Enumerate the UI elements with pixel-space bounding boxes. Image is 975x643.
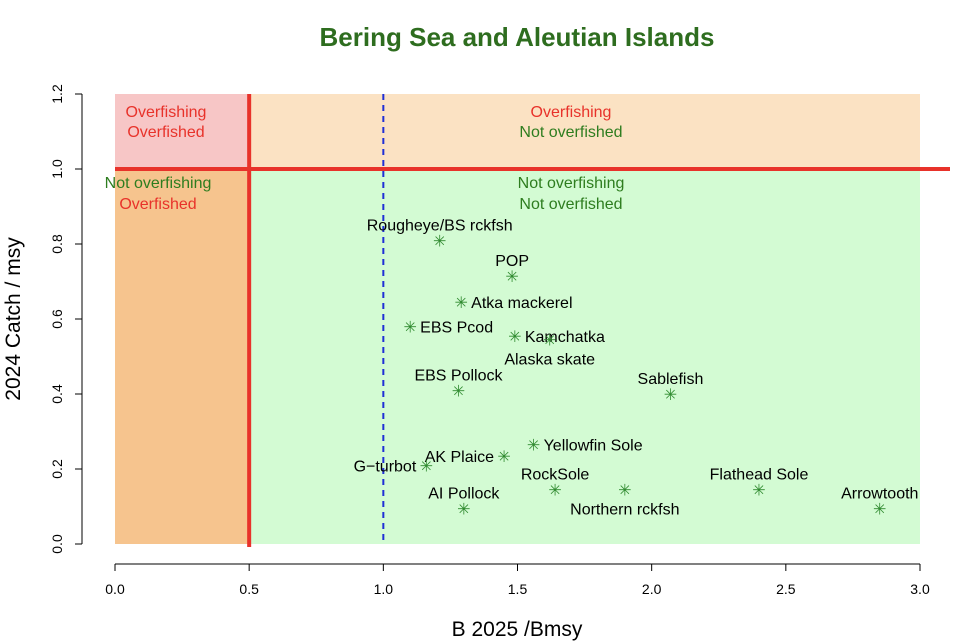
region-1	[249, 94, 920, 169]
y-tick-label-2: 0.4	[49, 384, 65, 404]
reference-lines	[115, 94, 950, 547]
region-3	[249, 169, 920, 544]
region-label-2-1: Overfished	[119, 196, 196, 213]
data-point-marker: ✳	[457, 499, 470, 518]
region-0	[115, 94, 250, 169]
x-tick-label-6: 3.0	[910, 581, 930, 597]
data-point-label: Yellowfin Sole	[544, 438, 643, 455]
y-tick-label-1: 0.2	[49, 459, 65, 479]
x-tick-label-3: 1.5	[508, 581, 528, 597]
x-tick-label-2: 1.0	[374, 581, 394, 597]
data-point-marker: ✳	[752, 481, 765, 500]
region-label-2-0: Not overfishing	[105, 175, 212, 192]
data-point-label: G−turbot	[354, 458, 417, 475]
data-point-marker: ✳	[452, 381, 465, 400]
data-point-label: Sablefish	[638, 371, 704, 388]
data-point-marker: ✳	[505, 267, 518, 286]
region-label-1-1: Not overfished	[519, 124, 622, 141]
data-point-marker: ✳	[420, 456, 433, 475]
data-point-marker: ✳	[508, 327, 521, 346]
data-point-label: Atka mackerel	[471, 295, 572, 312]
x-tick-label-5: 2.5	[776, 581, 796, 597]
y-axis-label: 2024 Catch / msy	[2, 237, 25, 401]
data-point-label: Flathead Sole	[710, 467, 809, 484]
status-regions	[115, 94, 920, 544]
data-point-marker: ✳	[664, 385, 677, 404]
data-point-label: Northern rckfsh	[570, 502, 679, 519]
region-labels: Overfishing Overfished Overfishing Not over…	[105, 104, 625, 213]
data-point-marker: ✳	[497, 447, 510, 466]
data-point-marker: ✳	[527, 436, 540, 455]
data-point-label: POP	[495, 253, 529, 270]
region-label-1-0: Overfishing	[531, 104, 612, 121]
axes: 0.0 0.5 1.0 1.5 2.0 2.5 3.0 0.0 0.2 0.4 0.6 0.8 1.0 1…	[49, 84, 930, 597]
data-point-label: Kamchatka	[525, 329, 605, 346]
data-point-marker: ✳	[873, 499, 886, 518]
data-point-label: AK Plaice	[425, 449, 494, 466]
data-point-label: Rougheye/BS rckfsh	[367, 217, 513, 234]
x-tick-label-4: 2.0	[642, 581, 662, 597]
data-point-label: EBS Pcod	[420, 320, 493, 337]
data-point-marker: ✳	[454, 293, 467, 312]
region-2	[115, 169, 250, 544]
data-point-label: Alaska skate	[504, 352, 595, 369]
y-tick-label-6: 1.2	[49, 84, 65, 104]
region-label-0-1: Overfished	[127, 124, 204, 141]
region-label-3-0: Not overfishing	[518, 175, 625, 192]
region-label-3-1: Not overfished	[519, 196, 622, 213]
x-axis-label: B 2025 /Bmsy	[452, 618, 583, 641]
data-point-marker: ✳	[618, 481, 631, 500]
chart-title: Bering Sea and Aleutian Islands	[320, 22, 715, 52]
y-tick-label-0: 0.0	[49, 534, 65, 554]
data-point-marker: ✳	[403, 318, 416, 337]
y-tick-label-5: 1.0	[49, 159, 65, 179]
y-tick-label-3: 0.6	[49, 309, 65, 329]
y-tick-label-4: 0.8	[49, 234, 65, 254]
region-label-0-0: Overfishing	[126, 104, 207, 121]
x-tick-label-0: 0.0	[105, 581, 125, 597]
data-point-marker: ✳	[433, 231, 446, 250]
data-point-label: EBS Pollock	[414, 367, 503, 384]
data-point-label: Arrowtooth	[841, 485, 918, 502]
data-point-label: AI Pollock	[428, 485, 500, 502]
data-point-marker: ✳	[548, 481, 561, 500]
data-point-label: RockSole	[521, 467, 590, 484]
x-tick-label-1: 0.5	[239, 581, 259, 597]
data-points: ✳Rougheye/BS rckfsh✳POP✳ Atka mackerel✳ EB…	[354, 217, 919, 518]
data-point-marker: ✳	[543, 331, 556, 350]
